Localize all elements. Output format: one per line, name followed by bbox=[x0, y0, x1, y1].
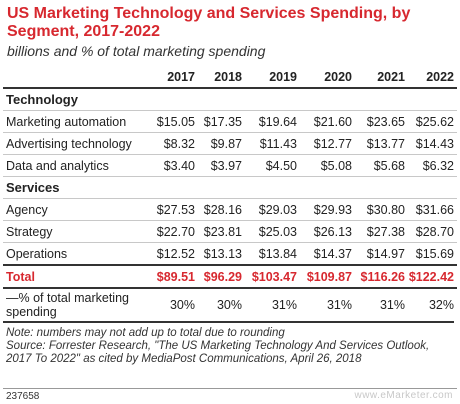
row-label: Operations bbox=[6, 246, 68, 261]
value-cell: $12.77 bbox=[313, 136, 352, 151]
value-cell: $3.40 bbox=[163, 158, 195, 173]
percent-value-cell: 31% bbox=[379, 298, 405, 312]
column-header: 2017 bbox=[167, 70, 195, 84]
column-header: 2021 bbox=[377, 70, 405, 84]
value-cell: $17.35 bbox=[203, 114, 242, 129]
value-cell: $21.60 bbox=[313, 114, 352, 129]
value-cell: $5.68 bbox=[373, 158, 405, 173]
value-cell: $6.32 bbox=[422, 158, 454, 173]
row-label: Agency bbox=[6, 202, 48, 217]
source-text: Source: Forrester Research, "The US Mark… bbox=[6, 340, 430, 365]
percent-value-cell: 30% bbox=[216, 298, 242, 312]
footer: 237658 www.eMarketer.com bbox=[3, 388, 457, 404]
value-cell: $28.16 bbox=[203, 202, 242, 217]
value-cell: $4.50 bbox=[265, 158, 297, 173]
total-value-cell: $89.51 bbox=[156, 269, 195, 284]
table-row: Strategy $22.70 $23.81 $25.03 $26.13 $27… bbox=[3, 220, 457, 243]
total-value-cell: $103.47 bbox=[251, 269, 297, 284]
row-label: Strategy bbox=[6, 224, 53, 239]
percent-value-cell: 32% bbox=[428, 298, 454, 312]
value-cell: $28.70 bbox=[415, 224, 454, 239]
value-cell: $14.43 bbox=[415, 136, 454, 151]
value-cell: $29.93 bbox=[313, 202, 352, 217]
row-label: Data and analytics bbox=[6, 158, 109, 173]
value-cell: $22.70 bbox=[156, 224, 195, 239]
value-cell: $13.13 bbox=[203, 246, 242, 261]
total-value-cell: $116.26 bbox=[360, 269, 406, 284]
column-header: 2022 bbox=[426, 70, 454, 84]
value-cell: $30.80 bbox=[366, 202, 405, 217]
value-cell: $29.03 bbox=[258, 202, 297, 217]
table-row: Agency $27.53 $28.16 $29.03 $29.93 $30.8… bbox=[3, 198, 457, 221]
value-cell: $27.53 bbox=[156, 202, 195, 217]
value-cell: $13.77 bbox=[366, 136, 405, 151]
total-value-cell: $122.42 bbox=[408, 269, 454, 284]
section-label: Technology bbox=[6, 92, 78, 107]
brand-logo: www.eMarketer.com bbox=[354, 390, 453, 401]
value-cell: $9.87 bbox=[210, 136, 242, 151]
table-row: Marketing automation $15.05 $17.35 $19.6… bbox=[3, 110, 457, 133]
section-label: Services bbox=[6, 180, 60, 195]
section-header-row: Technology bbox=[3, 88, 457, 111]
value-cell: $26.13 bbox=[313, 224, 352, 239]
section-header-row: Services bbox=[3, 176, 457, 199]
value-cell: $8.32 bbox=[163, 136, 195, 151]
percent-row: —% of total marketing spending 30% 30% 3… bbox=[3, 288, 457, 321]
percent-value-cell: 30% bbox=[169, 298, 195, 312]
row-label: Advertising technology bbox=[6, 136, 132, 151]
percent-label: —% of total marketing spending bbox=[6, 291, 129, 319]
header-row: 2017 2018 2019 2020 2021 2022 bbox=[3, 67, 457, 88]
total-value-cell: $96.29 bbox=[203, 269, 242, 284]
table-row: Operations $12.52 $13.13 $13.84 $14.37 $… bbox=[3, 242, 457, 266]
total-row: Total $89.51 $96.29 $103.47 $109.87 $116… bbox=[3, 265, 457, 288]
data-table: 2017 2018 2019 2020 2021 2022 Technology… bbox=[3, 67, 457, 321]
value-cell: $31.66 bbox=[415, 202, 454, 217]
column-header: 2019 bbox=[269, 70, 297, 84]
row-label: Marketing automation bbox=[6, 114, 127, 129]
chart-id: 237658 bbox=[6, 391, 40, 402]
value-cell: $27.38 bbox=[366, 224, 405, 239]
value-cell: $15.05 bbox=[156, 114, 195, 129]
chart-subtitle: billions and % of total marketing spendi… bbox=[7, 43, 266, 59]
table-row: Data and analytics $3.40 $3.97 $4.50 $5.… bbox=[3, 154, 457, 177]
value-cell: $12.52 bbox=[156, 246, 195, 261]
total-label: Total bbox=[6, 269, 35, 284]
percent-value-cell: 31% bbox=[326, 298, 352, 312]
value-cell: $11.43 bbox=[259, 136, 297, 151]
total-value-cell: $109.87 bbox=[306, 269, 352, 284]
value-cell: $3.97 bbox=[210, 158, 242, 173]
column-header: 2020 bbox=[324, 70, 352, 84]
column-header: 2018 bbox=[214, 70, 242, 84]
value-cell: $25.62 bbox=[415, 114, 454, 129]
chart-title: US Marketing Technology and Services Spe… bbox=[7, 5, 411, 40]
notes-block: Note: numbers may not add up to total du… bbox=[3, 321, 454, 366]
value-cell: $23.65 bbox=[366, 114, 405, 129]
percent-value-cell: 31% bbox=[271, 298, 297, 312]
value-cell: $14.37 bbox=[313, 246, 352, 261]
value-cell: $14.97 bbox=[366, 246, 405, 261]
header-label-cell bbox=[3, 67, 151, 88]
value-cell: $19.64 bbox=[258, 114, 297, 129]
value-cell: $13.84 bbox=[258, 246, 297, 261]
note-text: Note: numbers may not add up to total du… bbox=[6, 327, 285, 339]
value-cell: $25.03 bbox=[258, 224, 297, 239]
value-cell: $5.08 bbox=[320, 158, 352, 173]
table-row: Advertising technology $8.32 $9.87 $11.4… bbox=[3, 132, 457, 155]
value-cell: $23.81 bbox=[203, 224, 242, 239]
value-cell: $15.69 bbox=[415, 246, 454, 261]
